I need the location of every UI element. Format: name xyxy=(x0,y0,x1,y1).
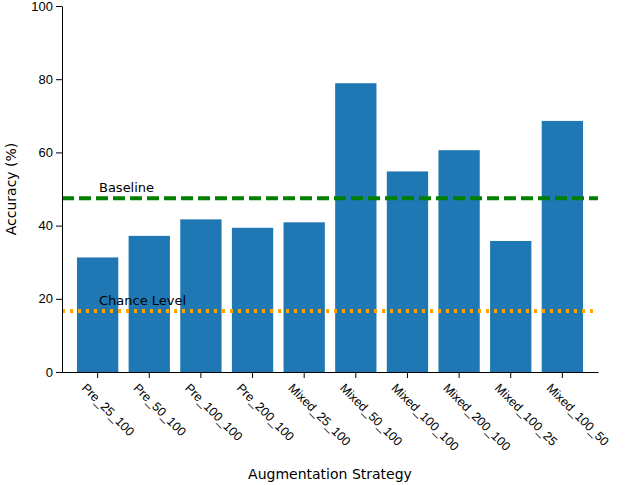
tick: Pre_100_100 xyxy=(182,372,245,444)
tick-label: Mixed_100_50 xyxy=(544,381,612,449)
tick-mark xyxy=(149,372,150,378)
bar xyxy=(284,222,325,372)
bar xyxy=(438,150,479,372)
chart: Baseline Chance Level 0 20 40 60 80 100 Pre_25_1… xyxy=(0,0,640,485)
tick: 60 xyxy=(39,145,62,160)
tick-mark xyxy=(56,299,62,300)
bar xyxy=(542,121,583,372)
tick: Pre_200_100 xyxy=(234,372,297,444)
tick: 20 xyxy=(39,291,62,306)
tick-mark xyxy=(200,372,201,378)
tick-mark xyxy=(304,372,305,378)
y-axis: 0 20 40 60 80 100 xyxy=(31,0,62,380)
tick: Mixed_100_50 xyxy=(544,372,612,449)
tick-mark xyxy=(56,6,62,7)
reference-line xyxy=(62,309,598,313)
axis-line xyxy=(62,7,63,373)
y-axis-title: Accuracy (%) xyxy=(3,143,19,236)
tick-mark xyxy=(56,79,62,80)
tick-label: 100 xyxy=(31,0,53,14)
bar xyxy=(77,257,118,372)
bar xyxy=(232,228,273,372)
x-axis: Pre_25_100Pre_50_100Pre_100_100Pre_200_1… xyxy=(63,372,612,454)
tick-label: 0 xyxy=(46,365,53,380)
bar xyxy=(490,241,531,372)
tick-mark xyxy=(56,372,62,373)
tick-label: Pre_25_100 xyxy=(79,381,137,439)
tick-label: 40 xyxy=(39,218,53,233)
tick-mark xyxy=(56,152,62,153)
bar xyxy=(387,171,428,372)
tick: 80 xyxy=(39,72,62,87)
marks xyxy=(62,83,598,372)
tick-label: Pre_50_100 xyxy=(131,381,189,439)
x-axis-title: Augmentation Strategy xyxy=(248,466,412,482)
reference-label: Chance Level xyxy=(99,293,186,308)
tick-mark xyxy=(459,372,460,378)
tick-label: 20 xyxy=(39,291,53,306)
tick-mark xyxy=(407,372,408,378)
tick: 0 xyxy=(46,365,62,380)
bar xyxy=(335,83,376,372)
tick-mark xyxy=(510,372,511,378)
tick: Pre_25_100 xyxy=(79,372,137,439)
axis-line xyxy=(63,372,599,373)
tick: 100 xyxy=(31,0,62,14)
bar xyxy=(180,219,221,372)
plot: Baseline Chance Level 0 20 40 60 80 100 Pre_25_1… xyxy=(31,0,611,454)
tick-label: 60 xyxy=(39,145,53,160)
reference-label: Baseline xyxy=(99,180,154,195)
tick-mark xyxy=(56,226,62,227)
tick-mark xyxy=(355,372,356,378)
tick: 40 xyxy=(39,218,62,233)
tick-mark xyxy=(562,372,563,378)
tick: Pre_50_100 xyxy=(131,372,189,439)
tick-mark xyxy=(97,372,98,378)
tick-mark xyxy=(252,372,253,378)
tick-label: 80 xyxy=(39,72,53,87)
reference-line xyxy=(62,196,598,200)
